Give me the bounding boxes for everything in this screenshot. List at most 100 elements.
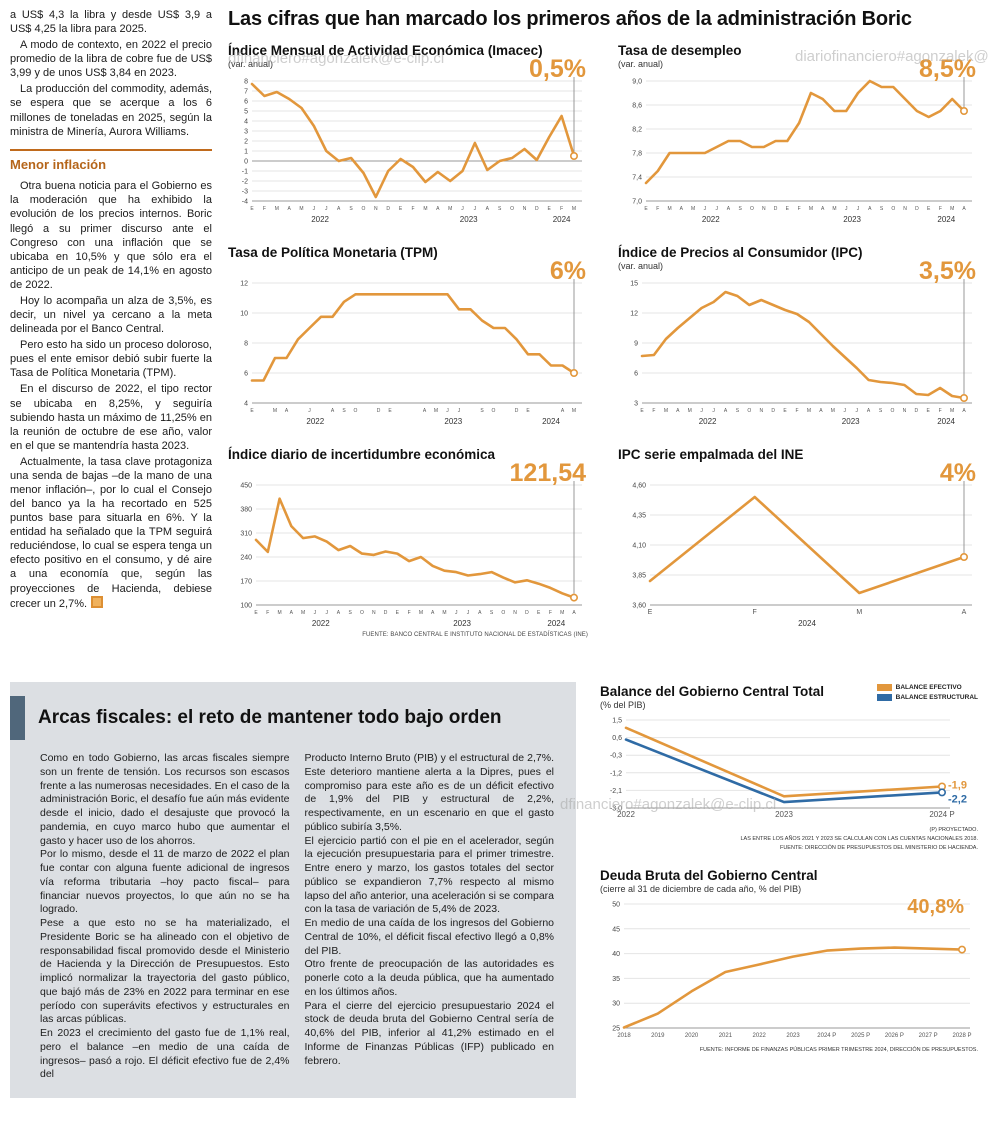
paragraph: Otro frente de preocupación de las autor… [304, 958, 555, 998]
svg-text:2023: 2023 [460, 215, 478, 224]
svg-text:E: E [388, 408, 392, 414]
svg-text:A: A [337, 206, 341, 212]
svg-text:M: M [807, 408, 811, 414]
svg-text:5: 5 [244, 109, 248, 116]
svg-text:S: S [739, 206, 743, 212]
chart-card-tpm: Tasa de Política Monetaria (TPM) 6% 12 10… [228, 245, 588, 427]
svg-text:E: E [250, 408, 254, 414]
paragraph: FUENTE: DIRECCIÓN DE PRESUPUESTOS DEL MI… [779, 844, 978, 851]
svg-text:S: S [342, 408, 346, 414]
paragraph: En medio de una caída de los ingresos de… [304, 917, 555, 957]
page-title: Las cifras que han marcado los primeros … [228, 8, 912, 30]
svg-text:N: N [523, 206, 527, 212]
svg-text:35: 35 [612, 976, 620, 983]
paragraph: Pese a que esto no se ha materializado, … [40, 917, 290, 1026]
svg-text:6: 6 [634, 371, 638, 378]
svg-text:3,85: 3,85 [632, 573, 646, 580]
chart-card-imacec: Índice Mensual de Actividad Económica (I… [228, 43, 588, 225]
chart-wrap: 8,5% 9,0 8,6 8,2 7,8 7,4 7,0 E F M A M J J A S O N D E F M A M… [618, 55, 978, 225]
svg-text:A: A [561, 408, 565, 414]
svg-text:F: F [263, 206, 266, 212]
svg-text:M: M [273, 408, 277, 414]
chart-title: Tasa de Política Monetaria (TPM) [228, 245, 438, 260]
deuda-footnote: FUENTE: INFORME DE FINANZAS PÚBLICAS PRI… [600, 1046, 978, 1055]
svg-text:310: 310 [240, 531, 252, 538]
svg-text:N: N [759, 408, 763, 414]
paragraph: En el discurso de 2022, el tipo rector s… [10, 383, 212, 452]
svg-text:A: A [285, 408, 289, 414]
balance-footnotes: (P) PROYECTADO. LAS ENTRE LOS AÑOS 2021 Y… [600, 826, 978, 852]
svg-text:D: D [535, 206, 539, 212]
chart-value-label: 8,5% [919, 55, 976, 83]
svg-text:A: A [727, 206, 731, 212]
paragraph: FUENTE: INFORME DE FINANZAS PÚBLICAS PRI… [699, 1047, 978, 1054]
chart-card-ipc: Índice de Precios al Consumidor (IPC) (v… [618, 245, 978, 427]
paragraph: Pero esto ha sido un proceso doloroso, p… [10, 339, 212, 380]
svg-text:M: M [448, 206, 452, 212]
title-accent-bar [10, 696, 25, 740]
svg-text:2022: 2022 [306, 417, 324, 426]
svg-text:S: S [480, 408, 484, 414]
svg-text:8,2: 8,2 [632, 127, 642, 134]
svg-text:M: M [572, 408, 576, 414]
paragraph: Por lo mismo, desde el 11 de marzo de 20… [40, 848, 290, 916]
svg-text:30: 30 [612, 1001, 620, 1008]
svg-text:2024 P: 2024 P [817, 1033, 836, 1039]
svg-text:J: J [857, 206, 860, 212]
svg-text:10: 10 [240, 311, 248, 318]
paragraph: Producto Interno Bruto (PIB) y el estruc… [304, 752, 555, 833]
chart-wrap: 6% 12 10 8 6 4 E M A J A S O D E A M J J S O D E A M 2022 2023 202… [228, 257, 588, 427]
svg-text:M: M [856, 609, 862, 616]
imacec-line-chart: 8 7 6 5 4 3 2 1 0 -1 -2 -3 -4 E F M A M J J A S O N D E F M A M J J A S O N… [228, 73, 588, 225]
svg-text:A: A [431, 610, 435, 616]
svg-text:S: S [490, 610, 494, 616]
svg-text:A: A [331, 408, 335, 414]
svg-text:1: 1 [244, 149, 248, 156]
svg-text:50: 50 [612, 902, 620, 909]
chart-subtitle: (var. anual) [228, 59, 274, 69]
svg-text:O: O [354, 408, 358, 414]
chart-title: Deuda Bruta del Gobierno Central [600, 868, 818, 884]
svg-text:M: M [832, 206, 836, 212]
svg-text:2024: 2024 [937, 417, 955, 426]
svg-text:2023: 2023 [843, 215, 861, 224]
svg-text:A: A [436, 206, 440, 212]
svg-text:M: M [831, 408, 835, 414]
svg-text:E: E [786, 206, 790, 212]
svg-text:M: M [299, 206, 303, 212]
svg-text:N: N [903, 408, 907, 414]
svg-text:6: 6 [244, 99, 248, 106]
chart-value-label: 3,5% [919, 257, 976, 285]
legend-swatch-efectivo [876, 684, 892, 691]
svg-text:45: 45 [612, 927, 620, 934]
svg-text:A: A [423, 408, 427, 414]
svg-text:J: J [712, 408, 715, 414]
svg-text:25: 25 [612, 1026, 620, 1033]
svg-text:1,5: 1,5 [612, 718, 622, 725]
svg-text:M: M [301, 610, 305, 616]
svg-text:M: M [668, 206, 672, 212]
fiscal-title: Arcas fiscales: el reto de mantener todo… [38, 707, 502, 728]
chart-subtitle: (% del PIB) [600, 700, 646, 710]
svg-text:2021: 2021 [719, 1033, 733, 1039]
svg-text:-3,0: -3,0 [610, 806, 622, 813]
svg-text:S: S [880, 206, 884, 212]
svg-text:F: F [266, 610, 269, 616]
svg-text:J: J [845, 206, 848, 212]
svg-text:E: E [640, 408, 644, 414]
svg-text:100: 100 [240, 603, 252, 610]
chart-subtitle: (var. anual) [618, 261, 664, 271]
balance-line-chart: 1,5 0,6 -0,3 -1,2 -2,1 -3,0 2022 2023 2024 P -1,9… [600, 712, 978, 824]
svg-text:A: A [337, 610, 341, 616]
svg-text:-0,3: -0,3 [610, 753, 622, 760]
svg-text:O: O [510, 206, 514, 212]
svg-text:A: A [819, 408, 823, 414]
balance-chart-block: Balance del Gobierno Central Total (% de… [600, 684, 978, 852]
svg-text:J: J [313, 206, 316, 212]
chart-title: Tasa de desempleo [618, 43, 742, 58]
svg-text:F: F [939, 206, 942, 212]
svg-text:7,4: 7,4 [632, 175, 642, 182]
svg-text:2026 P: 2026 P [885, 1033, 904, 1039]
chart-subtitle: (var. anual) [618, 59, 664, 69]
svg-text:M: M [560, 610, 564, 616]
